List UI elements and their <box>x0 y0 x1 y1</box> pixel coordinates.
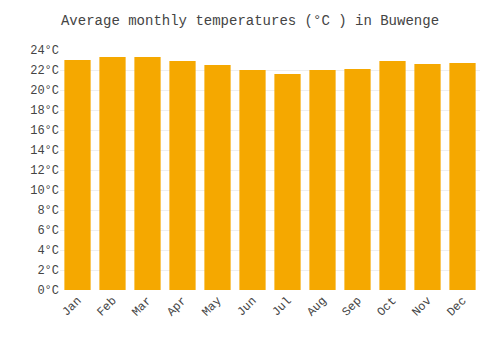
svg-text:12°C: 12°C <box>30 164 59 178</box>
svg-text:24°C: 24°C <box>30 44 59 58</box>
svg-text:10°C: 10°C <box>30 184 59 198</box>
svg-text:4°C: 4°C <box>37 244 59 258</box>
svg-text:Average monthly temperatures (: Average monthly temperatures (°C ) in Bu… <box>61 13 439 29</box>
svg-text:16°C: 16°C <box>30 124 59 138</box>
svg-text:Oct: Oct <box>374 294 399 319</box>
svg-text:Nov: Nov <box>409 294 434 319</box>
svg-text:Jan: Jan <box>59 294 84 319</box>
svg-text:Jul: Jul <box>269 294 294 319</box>
svg-text:0°C: 0°C <box>37 284 59 298</box>
svg-text:6°C: 6°C <box>37 224 59 238</box>
svg-text:14°C: 14°C <box>30 144 59 158</box>
svg-text:18°C: 18°C <box>30 104 59 118</box>
svg-text:May: May <box>199 294 224 319</box>
svg-text:2°C: 2°C <box>37 264 59 278</box>
svg-text:8°C: 8°C <box>37 204 59 218</box>
svg-text:Jun: Jun <box>234 294 259 319</box>
svg-text:Mar: Mar <box>129 294 154 319</box>
svg-text:Apr: Apr <box>164 294 189 319</box>
svg-text:Aug: Aug <box>304 294 329 319</box>
svg-text:Sep: Sep <box>339 294 364 319</box>
svg-text:22°C: 22°C <box>30 64 59 78</box>
svg-text:Dec: Dec <box>444 294 469 319</box>
svg-text:20°C: 20°C <box>30 84 59 98</box>
svg-text:Feb: Feb <box>94 294 119 319</box>
